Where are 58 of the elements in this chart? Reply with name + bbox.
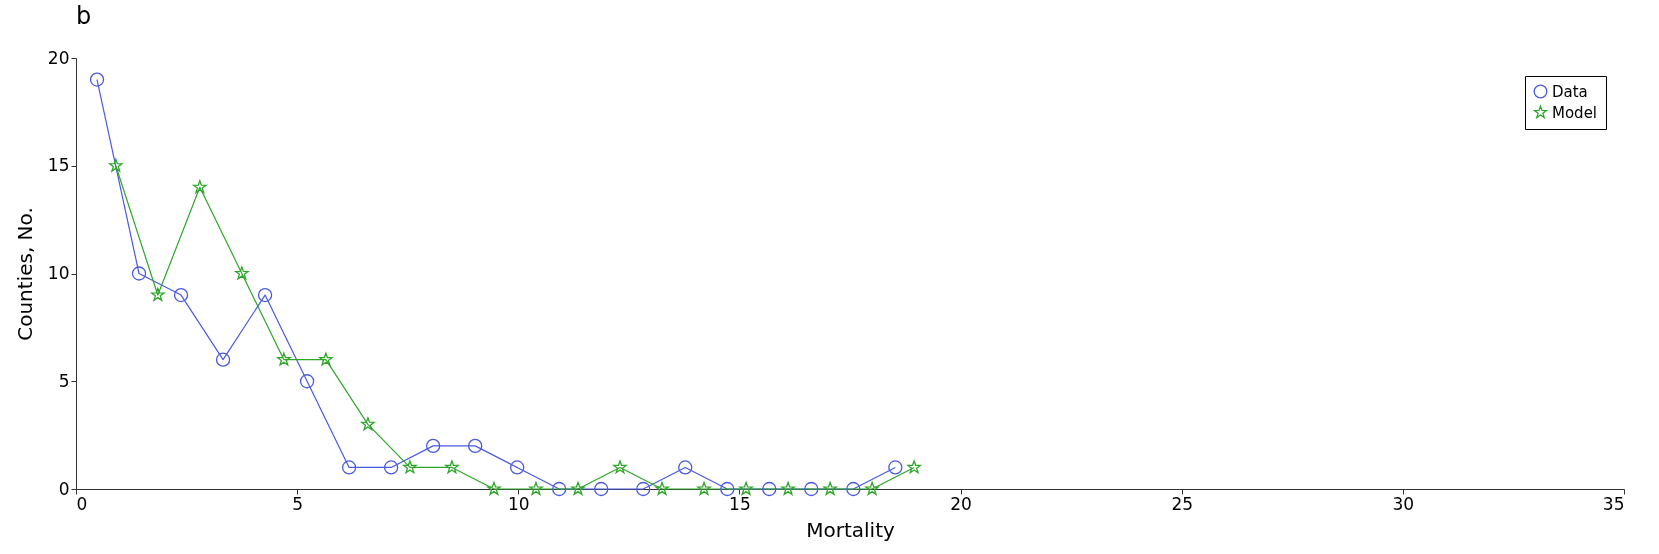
legend-label: Data: [1552, 82, 1588, 101]
point: [888, 460, 903, 475]
point: [108, 158, 123, 172]
y-tick-label: 20: [47, 47, 70, 68]
point: [762, 481, 777, 497]
chart-title: b: [76, 2, 92, 30]
y-tick-label: 5: [58, 370, 70, 391]
point: [552, 481, 567, 497]
point: [781, 481, 795, 495]
point: [487, 481, 501, 495]
point: [613, 460, 627, 474]
point: [131, 266, 147, 281]
y-tick-label: 10: [47, 263, 70, 283]
y-tick-label: 0: [58, 478, 70, 499]
point: [445, 460, 459, 474]
point: [150, 287, 165, 301]
x-axis-title: Mortality: [806, 517, 895, 542]
point: [594, 481, 609, 497]
point: [678, 460, 693, 475]
x-tick-label: 10: [507, 493, 530, 514]
point: [173, 287, 189, 303]
point: [804, 481, 819, 497]
point: [215, 352, 231, 367]
point: [571, 481, 585, 495]
y-tick-label: 15: [47, 155, 70, 176]
x-tick-label: 15: [729, 493, 751, 514]
x-tick-label: 5: [292, 493, 304, 514]
point: [403, 460, 417, 474]
point: [907, 460, 921, 474]
x-tick-label: 0: [76, 493, 88, 514]
x-tick-label: 25: [1171, 493, 1194, 514]
point: [341, 460, 357, 475]
x-tick-label: 20: [950, 493, 972, 514]
point: [425, 438, 441, 454]
legend-label: Model: [1552, 103, 1598, 122]
point: [510, 460, 525, 475]
point: [361, 417, 375, 431]
point: [89, 72, 105, 87]
point: [235, 266, 249, 280]
point: [257, 287, 273, 303]
point: [277, 352, 291, 366]
point: [383, 460, 399, 475]
point: [299, 374, 315, 389]
point: [823, 481, 837, 495]
point: [846, 481, 861, 497]
point: [739, 481, 753, 495]
point: [319, 352, 333, 366]
point: [865, 481, 879, 495]
x-tick-label: 35: [1602, 493, 1625, 514]
point: [529, 481, 543, 495]
y-axis-title: Counties, No.: [12, 207, 37, 341]
point: [193, 180, 207, 194]
point: [655, 481, 669, 495]
point: [467, 438, 483, 454]
point: [720, 481, 735, 497]
point: [636, 481, 651, 497]
x-tick-label: 30: [1392, 493, 1415, 514]
point: [697, 481, 711, 495]
